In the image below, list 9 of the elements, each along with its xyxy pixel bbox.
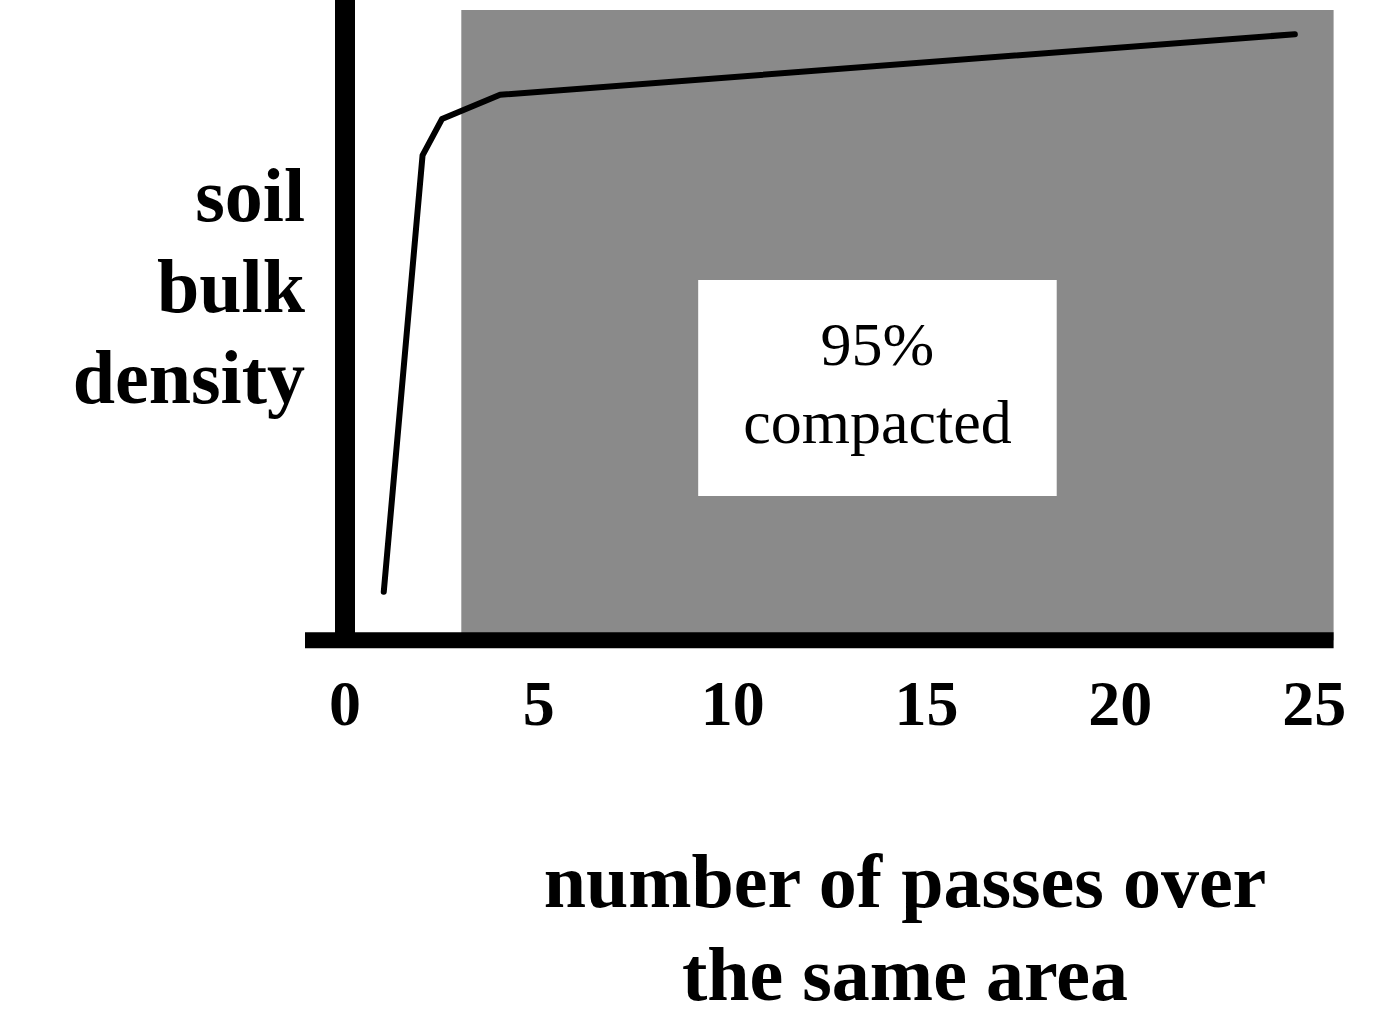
x-tick-label: 0 — [329, 668, 361, 740]
x-tick-label: 15 — [894, 668, 959, 740]
x-tick-label: 20 — [1088, 668, 1153, 740]
x-tick-label: 25 — [1282, 668, 1347, 740]
y-axis-title: soil bulk density — [72, 152, 306, 422]
band-label: 95% compacted — [743, 310, 1012, 457]
x-tick-label: 5 — [522, 668, 555, 740]
x-tick-label: 10 — [700, 668, 765, 740]
x-axis-title: number of passes over the same area — [542, 838, 1268, 1018]
